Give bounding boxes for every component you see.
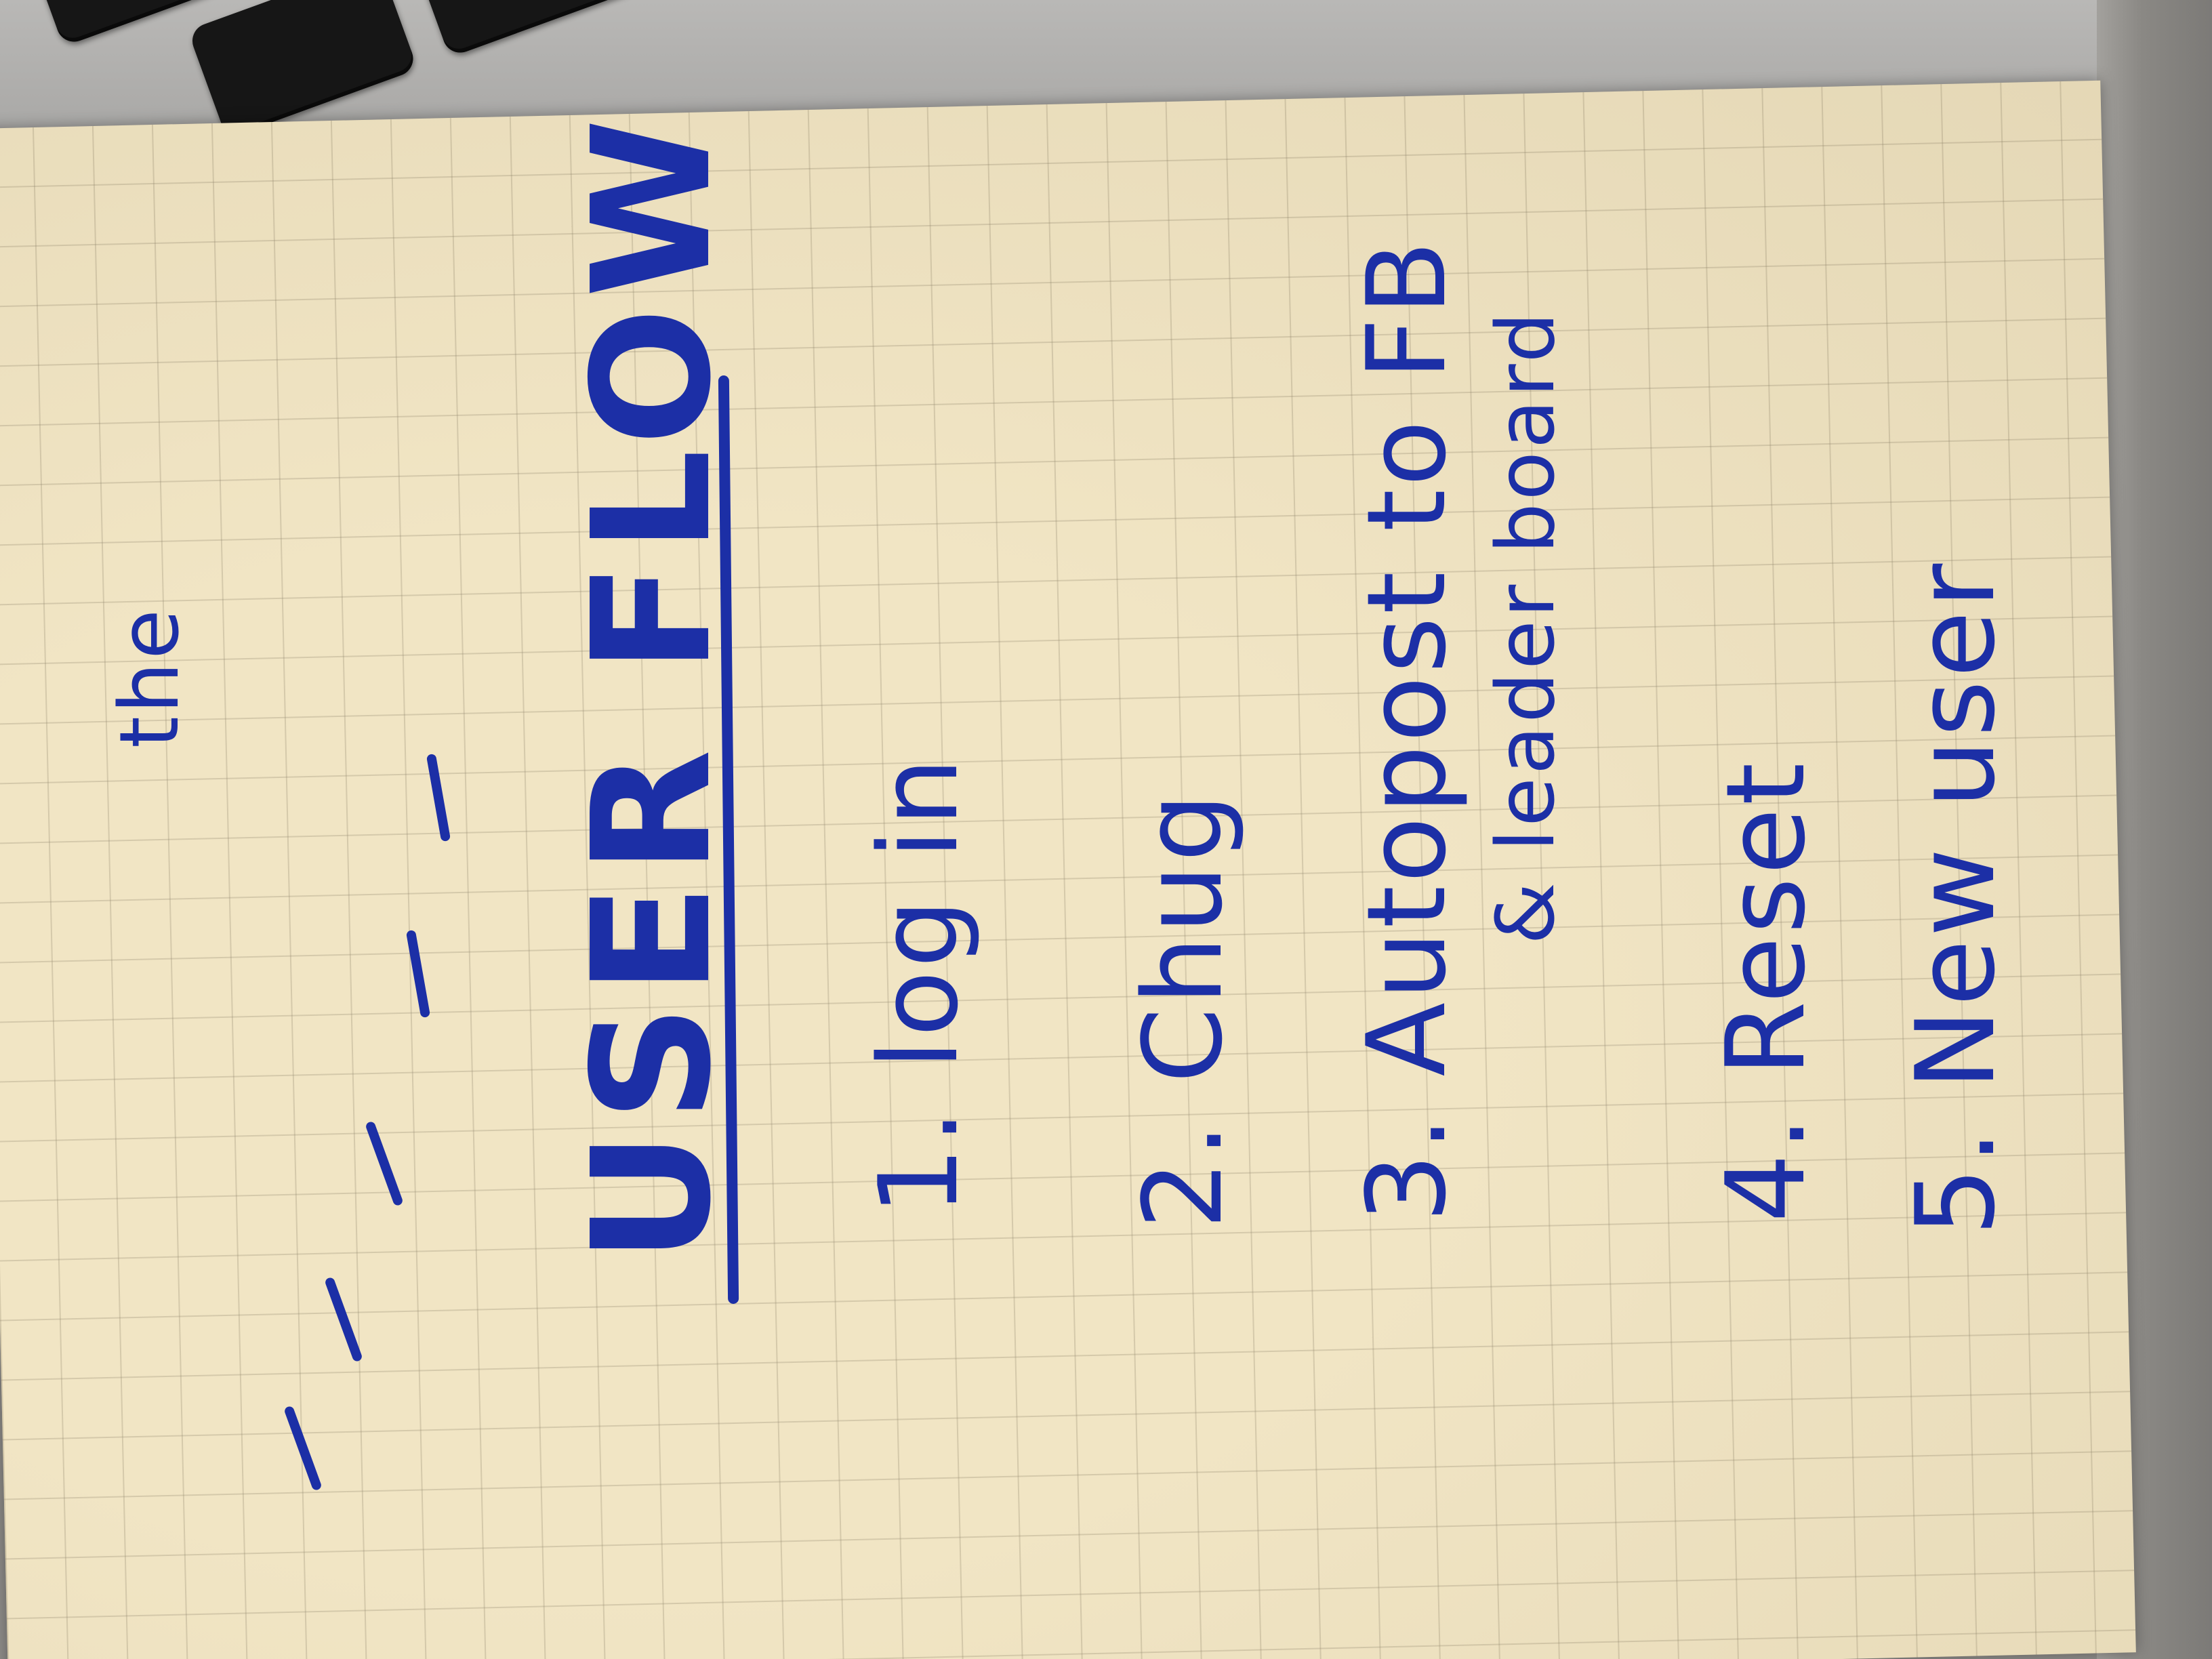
note-title: USER FLOW [557,108,747,1263]
step-text: New user [1892,560,2019,1090]
step-3: 3. Autopost to FB [1343,238,1470,1223]
step-number: 1. [855,1107,982,1216]
dashed-line-segment [324,1276,363,1363]
step-3-subline: & leader board [1479,309,1572,945]
step-1: 1. log in [855,755,982,1216]
handwritten-notes: the USER FLOW 1. log in 2. Chug 3. Autop… [89,16,2123,1643]
step-2: 2. Chug [1120,790,1246,1229]
step-5: 5. New user [1892,561,2019,1236]
step-number: 5. [1892,1127,2019,1236]
step-number: 4. [1702,1113,1829,1223]
step-text: Chug [1120,790,1246,1084]
step-4: 4. Reset [1702,760,1829,1223]
step-text: Autopost to FB [1343,238,1470,1077]
dashed-line-segment [365,1120,404,1207]
margin-fragment: the [103,607,197,748]
step-number: 3. [1343,1113,1470,1223]
dashed-line-segment [405,929,431,1019]
step-text: log in [855,754,982,1070]
step-number: 2. [1120,1120,1246,1229]
step-text: Reset [1702,760,1829,1077]
dashed-line-segment [426,753,451,842]
dashed-line-segment [283,1405,323,1492]
